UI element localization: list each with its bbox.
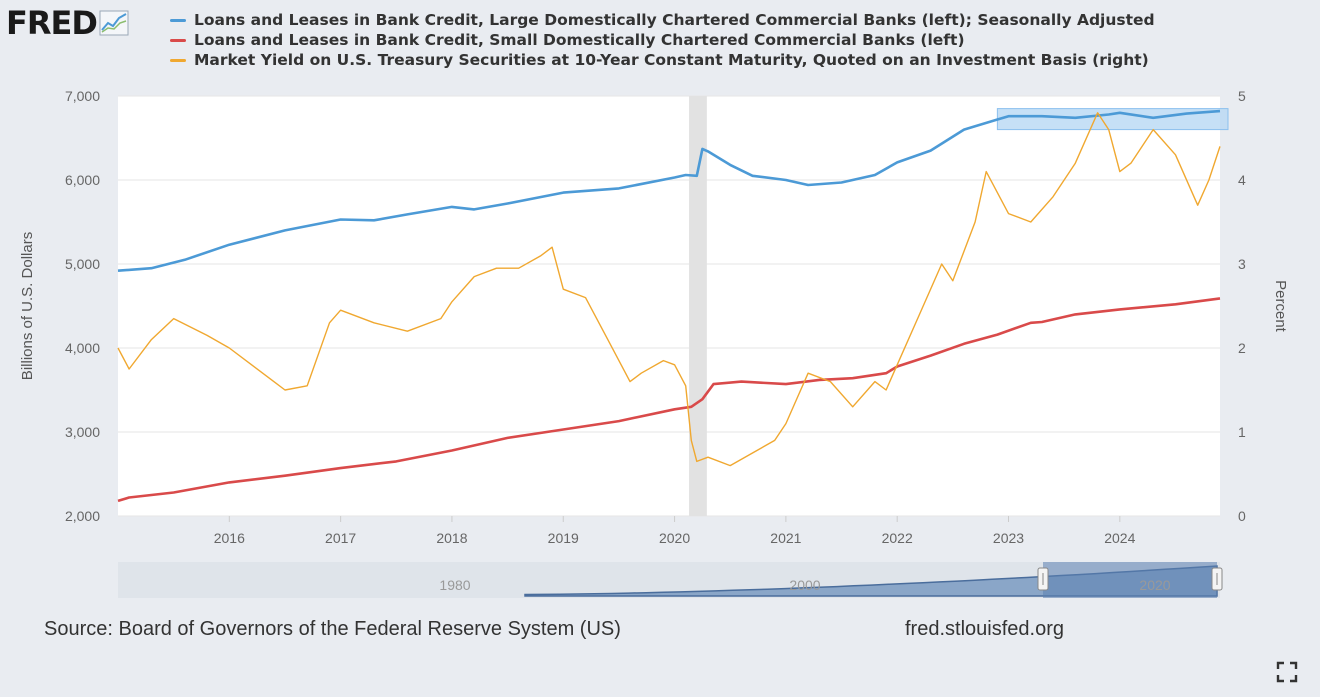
- x-tick-label: 2023: [993, 530, 1024, 546]
- x-tick-label: 2019: [548, 530, 579, 546]
- source-url[interactable]: fred.stlouisfed.org: [905, 618, 1064, 640]
- legend-swatch: [170, 18, 186, 22]
- legend-item-small-banks[interactable]: Loans and Leases in Bank Credit, Small D…: [170, 30, 1155, 50]
- legend-label: Loans and Leases in Bank Credit, Large D…: [194, 11, 1155, 29]
- recession-shading: [689, 96, 707, 516]
- legend-swatch: [170, 38, 186, 42]
- fullscreen-icon[interactable]: [1276, 661, 1298, 683]
- right-tick-label: 0: [1238, 508, 1246, 524]
- left-tick-label: 2,000: [65, 508, 100, 524]
- highlight-box: [996, 108, 1229, 131]
- right-axis-ticks: 0 1 2 3 4 5: [1238, 88, 1246, 524]
- left-tick-label: 7,000: [65, 88, 100, 104]
- x-tick-label: 2021: [770, 530, 801, 546]
- grid-lines: [118, 95, 1220, 517]
- plot-area: [118, 96, 1220, 516]
- left-tick-label: 6,000: [65, 172, 100, 188]
- x-tick-label: 2017: [325, 530, 356, 546]
- left-tick-label: 3,000: [65, 424, 100, 440]
- x-tick-label: 2020: [659, 530, 690, 546]
- recession-band: [689, 96, 707, 516]
- line-graph-icon: [99, 10, 129, 36]
- line-chart: 2,000 3,000 4,000 5,000 6,000 7,000 0 1 2 3 4 5 20…: [19, 88, 1289, 598]
- range-navigator[interactable]: 1980 2000 2020: [118, 562, 1223, 598]
- left-axis-title: Billions of U.S. Dollars: [19, 232, 36, 380]
- right-tick-label: 3: [1238, 256, 1246, 272]
- navigator-label: 1980: [439, 577, 470, 593]
- series-line-treasury-yield: [117, 112, 1221, 467]
- legend-label: Loans and Leases in Bank Credit, Small D…: [194, 31, 965, 49]
- series-line-large-banks: [117, 109, 1221, 272]
- x-tick-label: 2022: [882, 530, 913, 546]
- fred-logo-text: FRED: [6, 4, 98, 42]
- legend-item-large-banks[interactable]: Loans and Leases in Bank Credit, Large D…: [170, 10, 1155, 30]
- navigator-label: 2020: [1139, 577, 1170, 593]
- x-tick-label: 2018: [436, 530, 467, 546]
- legend-swatch: [170, 58, 186, 62]
- right-tick-label: 1: [1238, 424, 1246, 440]
- x-tick-label: 2016: [214, 530, 245, 546]
- series-group: [117, 109, 1221, 503]
- left-tick-label: 4,000: [65, 340, 100, 356]
- x-axis-ticks: 2016 2017 2018 2019 2020 2021 2022 2023 2024: [214, 516, 1136, 546]
- selection-highlight: [996, 108, 1229, 131]
- legend-item-treasury-yield[interactable]: Market Yield on U.S. Treasury Securities…: [170, 50, 1155, 70]
- series-line-small-banks: [117, 297, 1221, 503]
- fred-logo[interactable]: FRED: [6, 4, 129, 42]
- navigator-label: 2000: [789, 577, 820, 593]
- right-axis-title: Percent: [1272, 280, 1289, 333]
- source-note: Source: Board of Governors of the Federa…: [44, 618, 621, 640]
- left-axis-ticks: 2,000 3,000 4,000 5,000 6,000 7,000: [65, 88, 100, 524]
- right-tick-label: 4: [1238, 172, 1246, 188]
- x-tick-label: 2024: [1104, 530, 1135, 546]
- legend-label: Market Yield on U.S. Treasury Securities…: [194, 51, 1149, 69]
- navigator-selection[interactable]: [1043, 562, 1217, 598]
- right-tick-label: 5: [1238, 88, 1246, 104]
- chart-legend: Loans and Leases in Bank Credit, Large D…: [170, 10, 1155, 70]
- chart-header: FRED Loans and Leases in Bank Credit, La…: [0, 0, 1320, 80]
- right-tick-label: 2: [1238, 340, 1246, 356]
- left-tick-label: 5,000: [65, 256, 100, 272]
